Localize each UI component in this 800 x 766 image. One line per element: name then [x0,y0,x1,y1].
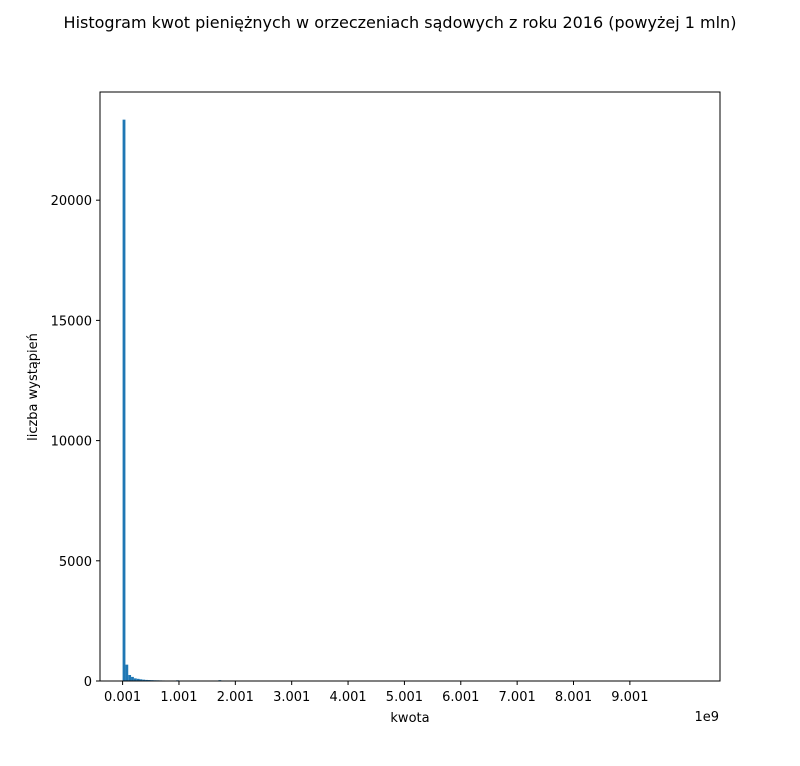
histogram-bar [128,674,132,681]
histogram-bar [133,678,137,681]
histogram-bar [125,664,129,681]
x-tick-label: 1.001 [160,690,197,705]
y-tick-label: 5000 [59,555,92,570]
x-axis-label: kwota [390,711,429,726]
x-tick-label: 2.001 [217,690,254,705]
y-tick-label: 20000 [51,194,92,209]
x-axis-offset-label: 1e9 [694,710,719,725]
y-axis-ticks: 0 5000 10000 15000 20000 [51,194,100,690]
x-axis-ticks: 0.001 1.001 2.001 3.001 4.001 5.001 6.001 7.001… [104,681,648,705]
x-tick-label: 7.001 [499,690,536,705]
x-tick-label: 5.001 [386,690,423,705]
y-tick-label: 10000 [51,435,92,450]
histogram-bar [142,679,146,681]
y-axis-label: liczba wystąpień [26,333,41,441]
histogram-bar [139,679,143,681]
x-tick-label: 3.001 [273,690,310,705]
x-tick-label: 4.001 [329,690,366,705]
x-tick-label: 9.001 [611,690,648,705]
histogram-bar [122,119,126,681]
histogram-bar [131,676,134,681]
x-tick-label: 8.001 [555,690,592,705]
chart-title: Histogram kwot pieniężnych w orzeczeniac… [64,13,737,32]
plot-frame [99,91,721,682]
x-tick-label: 0.001 [104,690,141,705]
x-tick-label: 6.001 [442,690,479,705]
histogram-bars [122,119,236,681]
histogram-bar [145,679,148,681]
histogram-bar [136,678,140,681]
y-tick-label: 0 [84,675,92,690]
y-tick-label: 15000 [51,314,92,329]
